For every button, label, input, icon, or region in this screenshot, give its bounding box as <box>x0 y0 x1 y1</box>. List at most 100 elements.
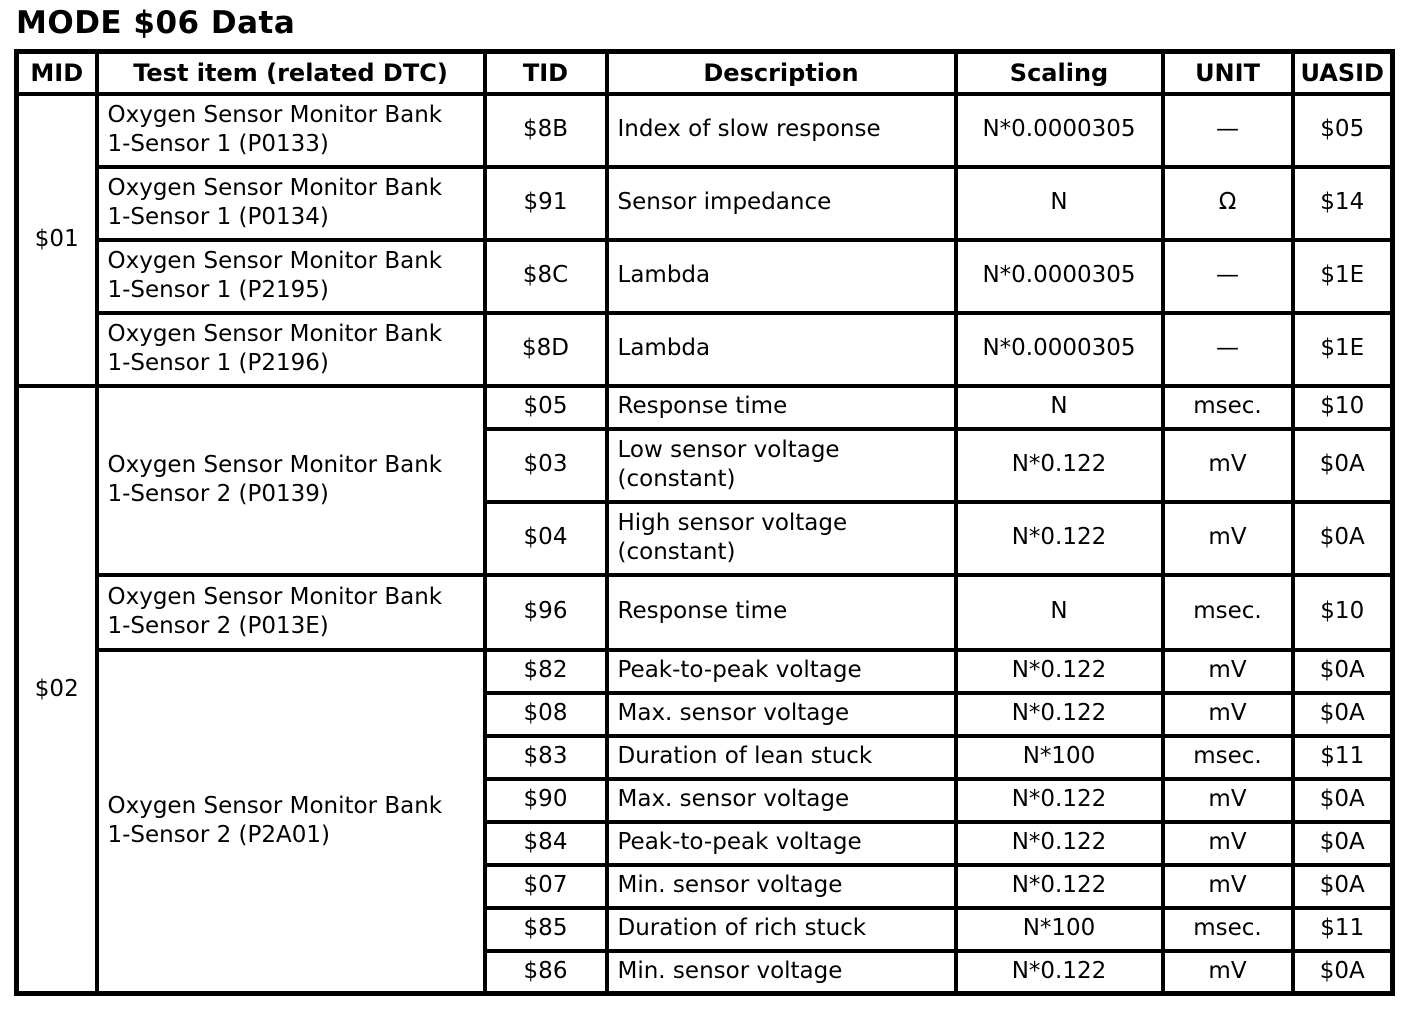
uasid-cell: $1E <box>1290 310 1395 388</box>
scaling-cell: N*0.122 <box>953 426 1165 504</box>
tid-cell: $08 <box>482 690 609 738</box>
table-row: $03 Low sensor voltage (constant) N*0.12… <box>17 426 1395 504</box>
table-row: Oxygen Sensor Monitor Bank 1-Sensor 1 (P… <box>17 164 1395 242</box>
column-header-uasid: UASID <box>1290 49 1395 96</box>
header-row: MID Test item (related DTC) TID Descript… <box>14 49 1395 96</box>
table-row: $01 Oxygen Sensor Monitor Bank 1-Sensor … <box>14 91 1395 388</box>
test-item-cell: Oxygen Sensor Monitor Bank 1-Sensor 1 (P… <box>94 237 487 315</box>
uasid-cell: $0A <box>1290 948 1395 996</box>
tid-cell: $84 <box>482 819 609 867</box>
test-item-cell: Oxygen Sensor Monitor Bank 1-Sensor 1 (P… <box>94 310 487 388</box>
description-cell: Min. sensor voltage <box>604 948 958 996</box>
tid-cell: $03 <box>482 426 609 504</box>
table-row: $02 Oxygen Sensor Monitor Bank 1-Sensor … <box>14 383 1395 996</box>
unit-cell: msec. <box>1160 905 1295 953</box>
uasid-cell: $0A <box>1290 862 1395 910</box>
column-header-description: Description <box>604 49 958 96</box>
test-item-cell: Oxygen Sensor Monitor Bank 1-Sensor 1 (P… <box>94 91 487 169</box>
uasid-cell: $0A <box>1290 426 1395 504</box>
tid-cell: $07 <box>482 862 609 910</box>
tid-cell: $82 <box>482 647 609 695</box>
table-row: Oxygen Sensor Monitor Bank 1-Sensor 2 (P… <box>17 647 1395 996</box>
uasid-cell: $11 <box>1290 733 1395 781</box>
test-item-cell: Oxygen Sensor Monitor Bank 1-Sensor 2 (P… <box>94 572 487 652</box>
table-row: $83 Duration of lean stuck N*100 msec. $… <box>17 733 1395 781</box>
description-cell: Index of slow response <box>604 91 958 169</box>
scaling-cell: N*0.122 <box>953 499 1165 577</box>
uasid-cell: $0A <box>1290 776 1395 824</box>
scaling-cell: N*100 <box>953 733 1165 781</box>
scaling-cell: N*0.122 <box>953 948 1165 996</box>
column-header-test-item: Test item (related DTC) <box>94 49 487 96</box>
description-cell: Lambda <box>604 310 958 388</box>
table-row: $04 High sensor voltage (constant) N*0.1… <box>17 499 1395 577</box>
column-header-mid: MID <box>14 49 99 96</box>
description-cell: Sensor impedance <box>604 164 958 242</box>
uasid-cell: $1E <box>1290 237 1395 315</box>
scaling-cell: N <box>953 164 1165 242</box>
scaling-cell: N*0.0000305 <box>953 237 1165 315</box>
tid-cell: $91 <box>482 164 609 242</box>
table-row: $86 Min. sensor voltage N*0.122 mV $0A <box>17 948 1395 996</box>
uasid-cell: $14 <box>1290 164 1395 242</box>
description-cell: Lambda <box>604 237 958 315</box>
unit-cell: mV <box>1160 690 1295 738</box>
table-row: Oxygen Sensor Monitor Bank 1-Sensor 1 (P… <box>17 310 1395 388</box>
mid-cell: $01 <box>14 91 99 388</box>
scaling-cell: N*0.0000305 <box>953 91 1165 169</box>
uasid-cell: $0A <box>1290 819 1395 867</box>
uasid-cell: $05 <box>1290 91 1395 169</box>
uasid-cell: $0A <box>1290 499 1395 577</box>
description-cell: Duration of rich stuck <box>604 905 958 953</box>
scaling-cell: N*100 <box>953 905 1165 953</box>
description-cell: Peak-to-peak voltage <box>604 819 958 867</box>
unit-cell: mV <box>1160 948 1295 996</box>
description-cell: Min. sensor voltage <box>604 862 958 910</box>
unit-cell: — <box>1160 237 1295 315</box>
tid-cell: $96 <box>482 572 609 652</box>
table-row: Oxygen Sensor Monitor Bank 1-Sensor 1 (P… <box>17 237 1395 315</box>
description-cell: Max. sensor voltage <box>604 690 958 738</box>
tid-cell: $86 <box>482 948 609 996</box>
scaling-cell: N*0.122 <box>953 776 1165 824</box>
page-title: MODE $06 Data <box>16 5 296 41</box>
uasid-cell: $11 <box>1290 905 1395 953</box>
description-cell: Duration of lean stuck <box>604 733 958 781</box>
scaling-cell: N*0.122 <box>953 690 1165 738</box>
tid-cell: $8B <box>482 91 609 169</box>
description-cell: Low sensor voltage (constant) <box>604 426 958 504</box>
column-header-unit: UNIT <box>1160 49 1295 96</box>
description-cell: Max. sensor voltage <box>604 776 958 824</box>
scaling-cell: N*0.122 <box>953 647 1165 695</box>
tid-cell: $90 <box>482 776 609 824</box>
test-item-cell: Oxygen Sensor Monitor Bank 1-Sensor 2 (P… <box>94 647 487 996</box>
table-row: Oxygen Sensor Monitor Bank 1-Sensor 2 (P… <box>17 572 1395 652</box>
unit-cell: mV <box>1160 647 1295 695</box>
unit-cell: mV <box>1160 819 1295 867</box>
unit-cell: mV <box>1160 426 1295 504</box>
tid-cell: $8D <box>482 310 609 388</box>
table-row: $84 Peak-to-peak voltage N*0.122 mV $0A <box>17 819 1395 867</box>
tid-cell: $83 <box>482 733 609 781</box>
scaling-cell: N*0.122 <box>953 862 1165 910</box>
test-item-cell: Oxygen Sensor Monitor Bank 1-Sensor 1 (P… <box>94 164 487 242</box>
description-cell: Response time <box>604 383 958 431</box>
column-header-scaling: Scaling <box>953 49 1165 96</box>
unit-cell: — <box>1160 91 1295 169</box>
unit-cell: — <box>1160 310 1295 388</box>
scaling-cell: N*0.0000305 <box>953 310 1165 388</box>
table-row: $08 Max. sensor voltage N*0.122 mV $0A <box>17 690 1395 738</box>
unit-cell: msec. <box>1160 733 1295 781</box>
table-row: $85 Duration of rich stuck N*100 msec. $… <box>17 905 1395 953</box>
column-header-tid: TID <box>482 49 609 96</box>
tid-cell: $05 <box>482 383 609 431</box>
uasid-cell: $0A <box>1290 690 1395 738</box>
scaling-cell: N <box>953 383 1165 431</box>
uasid-cell: $10 <box>1290 383 1395 431</box>
unit-cell: mV <box>1160 862 1295 910</box>
mode-06-data-table: MID Test item (related DTC) TID Descript… <box>14 49 1395 997</box>
description-cell: High sensor voltage (constant) <box>604 499 958 577</box>
unit-cell: Ω <box>1160 164 1295 242</box>
table-row: $07 Min. sensor voltage N*0.122 mV $0A <box>17 862 1395 910</box>
